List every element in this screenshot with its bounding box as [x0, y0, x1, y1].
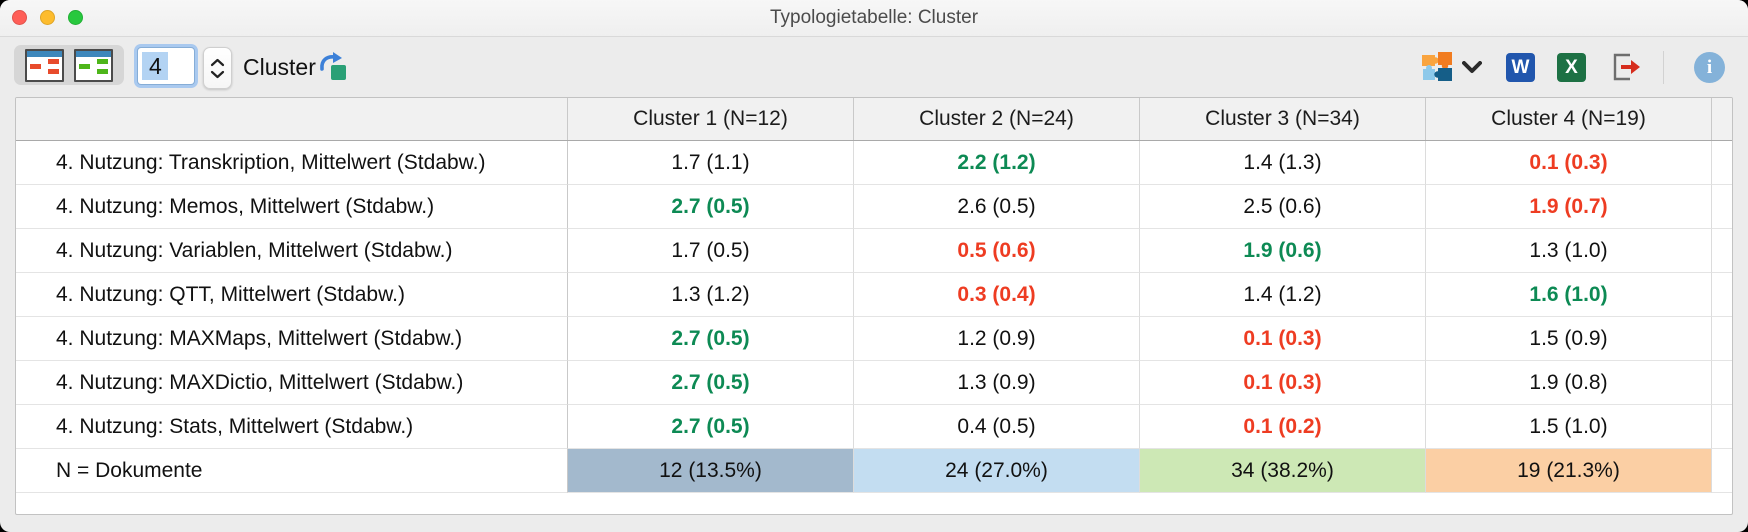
stub-cell: [1712, 361, 1732, 405]
value-cell[interactable]: 2.6 (0.5): [854, 185, 1140, 229]
red-dash-icon: [47, 58, 59, 64]
value-cell[interactable]: 1.5 (1.0): [1426, 405, 1712, 449]
stub-column-header: [1712, 98, 1732, 140]
value-cell[interactable]: 1.6 (1.0): [1426, 273, 1712, 317]
value-cell[interactable]: 2.5 (0.6): [1140, 185, 1426, 229]
value-cell[interactable]: 1.3 (1.0): [1426, 229, 1712, 273]
value-cell[interactable]: 1.3 (1.2): [568, 273, 854, 317]
puzzle-pieces-icon[interactable]: [1420, 50, 1454, 82]
table-row: 4. Nutzung: QTT, Mittelwert (Stdabw.) 1.3…: [16, 273, 1732, 317]
export-word-button[interactable]: W: [1506, 53, 1535, 82]
value-cell[interactable]: 2.7 (0.5): [568, 185, 854, 229]
red-dash-icon: [47, 68, 59, 74]
green-dash-icon: [79, 63, 91, 69]
cluster-count-label: Cluster: [243, 54, 316, 80]
maximize-button[interactable]: [68, 10, 83, 25]
value-cell[interactable]: 1.7 (1.1): [568, 141, 854, 185]
value-cell[interactable]: 1.3 (0.9): [854, 361, 1140, 405]
stub-cell: [1712, 185, 1732, 229]
cluster-column-header: Cluster 1 (N=12): [568, 98, 854, 140]
stub-cell: [1712, 449, 1732, 493]
value-cell[interactable]: 2.2 (1.2): [854, 141, 1140, 185]
row-label[interactable]: 4. Nutzung: Memos, Mittelwert (Stdabw.): [16, 185, 568, 229]
value-cell[interactable]: 0.5 (0.6): [854, 229, 1140, 273]
chevron-down-icon[interactable]: [1462, 61, 1482, 74]
cluster-count-input[interactable]: 4: [138, 48, 194, 84]
stepper-up-icon[interactable]: [210, 58, 225, 67]
cluster-count-value: 4: [149, 53, 162, 79]
cluster-size-cell[interactable]: 24 (27.0%): [854, 449, 1140, 493]
view-toggle-group: [14, 45, 124, 85]
value-cell[interactable]: 1.4 (1.3): [1140, 141, 1426, 185]
value-cell[interactable]: 1.9 (0.7): [1426, 185, 1712, 229]
table-body: 4. Nutzung: Transkription, Mittelwert (S…: [16, 141, 1732, 493]
stub-cell: [1712, 317, 1732, 361]
stub-cell: [1712, 405, 1732, 449]
table-icon-titlebar: [76, 50, 112, 57]
row-label[interactable]: 4. Nutzung: MAXDictio, Mittelwert (Stdab…: [16, 361, 568, 405]
row-label-column-header: [16, 98, 568, 140]
green-dash-icon: [97, 68, 109, 74]
refresh-icon[interactable]: [318, 51, 350, 83]
table-view-green-button[interactable]: [74, 48, 114, 82]
cluster-column-header: Cluster 4 (N=19): [1426, 98, 1712, 140]
value-cell[interactable]: 0.1 (0.3): [1140, 317, 1426, 361]
export-icon[interactable]: [1608, 52, 1642, 82]
table-row: 4. Nutzung: Transkription, Mittelwert (S…: [16, 141, 1732, 185]
stub-cell: [1712, 273, 1732, 317]
value-cell[interactable]: 2.7 (0.5): [568, 405, 854, 449]
row-label[interactable]: 4. Nutzung: MAXMaps, Mittelwert (Stdabw.…: [16, 317, 568, 361]
table-row: 4. Nutzung: MAXMaps, Mittelwert (Stdabw.…: [16, 317, 1732, 361]
value-cell[interactable]: 2.7 (0.5): [568, 317, 854, 361]
table-row: 4. Nutzung: Stats, Mittelwert (Stdabw.) 2…: [16, 405, 1732, 449]
cluster-size-cell[interactable]: 12 (13.5%): [568, 449, 854, 493]
stub-cell: [1712, 141, 1732, 185]
value-cell[interactable]: 1.4 (1.2): [1140, 273, 1426, 317]
window-title: Typologietabelle: Cluster: [769, 7, 979, 28]
cluster-column-header: Cluster 2 (N=24): [854, 98, 1140, 140]
cluster-size-cell[interactable]: 34 (38.2%): [1140, 449, 1426, 493]
red-dash-icon: [29, 63, 41, 69]
value-cell[interactable]: 0.3 (0.4): [854, 273, 1140, 317]
traffic-lights: [12, 10, 83, 25]
table-row: 4. Nutzung: Memos, Mittelwert (Stdabw.) 2…: [16, 185, 1732, 229]
value-cell[interactable]: 2.7 (0.5): [568, 361, 854, 405]
stepper-down-icon[interactable]: [210, 70, 225, 79]
minimize-button[interactable]: [40, 10, 55, 25]
table-header: Cluster 1 (N=12) Cluster 2 (N=24) Cluster …: [16, 98, 1732, 141]
export-excel-button[interactable]: X: [1557, 53, 1586, 82]
table-icon-titlebar: [26, 50, 62, 57]
table-row: 4. Nutzung: Variablen, Mittelwert (Stdab…: [16, 229, 1732, 273]
cluster-column-header: Cluster 3 (N=34): [1140, 98, 1426, 140]
toolbar-divider: [1663, 51, 1664, 84]
value-cell[interactable]: 0.1 (0.2): [1140, 405, 1426, 449]
table-view-red-button[interactable]: [24, 48, 64, 82]
value-cell[interactable]: 1.5 (0.9): [1426, 317, 1712, 361]
value-cell[interactable]: 1.7 (0.5): [568, 229, 854, 273]
row-label[interactable]: 4. Nutzung: Transkription, Mittelwert (S…: [16, 141, 568, 185]
toolbar: 4 Cluster W: [0, 37, 1748, 97]
stub-cell: [1712, 229, 1732, 273]
value-cell[interactable]: 1.9 (0.6): [1140, 229, 1426, 273]
text-selection: [142, 52, 168, 80]
row-label[interactable]: N = Dokumente: [16, 449, 568, 493]
green-dash-icon: [97, 58, 109, 64]
titlebar: Typologietabelle: Cluster: [0, 0, 1748, 37]
table-row: 4. Nutzung: MAXDictio, Mittelwert (Stdab…: [16, 361, 1732, 405]
row-label[interactable]: 4. Nutzung: QTT, Mittelwert (Stdabw.): [16, 273, 568, 317]
value-cell[interactable]: 0.1 (0.3): [1140, 361, 1426, 405]
value-cell[interactable]: 0.1 (0.3): [1426, 141, 1712, 185]
row-label[interactable]: 4. Nutzung: Stats, Mittelwert (Stdabw.): [16, 405, 568, 449]
info-button[interactable]: i: [1694, 52, 1725, 83]
table-row: N = Dokumente 12 (13.5%) 24 (27.0%) 34 (38.…: [16, 449, 1732, 493]
value-cell[interactable]: 0.4 (0.5): [854, 405, 1140, 449]
typology-table: Cluster 1 (N=12) Cluster 2 (N=24) Cluster …: [15, 97, 1733, 515]
value-cell[interactable]: 1.9 (0.8): [1426, 361, 1712, 405]
row-label[interactable]: 4. Nutzung: Variablen, Mittelwert (Stdab…: [16, 229, 568, 273]
cluster-size-cell[interactable]: 19 (21.3%): [1426, 449, 1712, 493]
cluster-count-stepper[interactable]: [203, 47, 232, 89]
close-button[interactable]: [12, 10, 27, 25]
value-cell[interactable]: 1.2 (0.9): [854, 317, 1140, 361]
